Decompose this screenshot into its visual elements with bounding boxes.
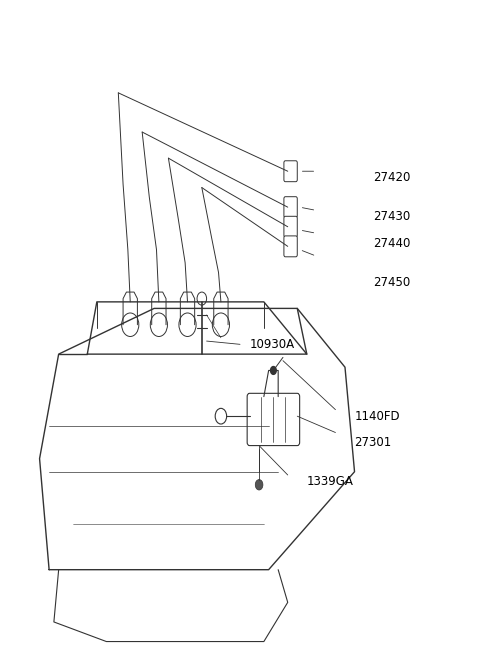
Circle shape bbox=[255, 480, 263, 490]
Text: 27430: 27430 bbox=[373, 211, 411, 224]
Text: 10930A: 10930A bbox=[250, 338, 295, 351]
Text: 1339GA: 1339GA bbox=[307, 475, 354, 488]
FancyBboxPatch shape bbox=[284, 197, 297, 218]
FancyBboxPatch shape bbox=[284, 216, 297, 237]
FancyBboxPatch shape bbox=[284, 236, 297, 256]
FancyBboxPatch shape bbox=[247, 394, 300, 445]
FancyBboxPatch shape bbox=[284, 161, 297, 182]
Text: 27440: 27440 bbox=[373, 237, 411, 249]
Text: 27420: 27420 bbox=[373, 171, 411, 184]
Text: 27301: 27301 bbox=[355, 436, 392, 449]
Circle shape bbox=[271, 367, 276, 375]
Text: 27450: 27450 bbox=[373, 276, 411, 289]
Text: 1140FD: 1140FD bbox=[355, 410, 400, 422]
